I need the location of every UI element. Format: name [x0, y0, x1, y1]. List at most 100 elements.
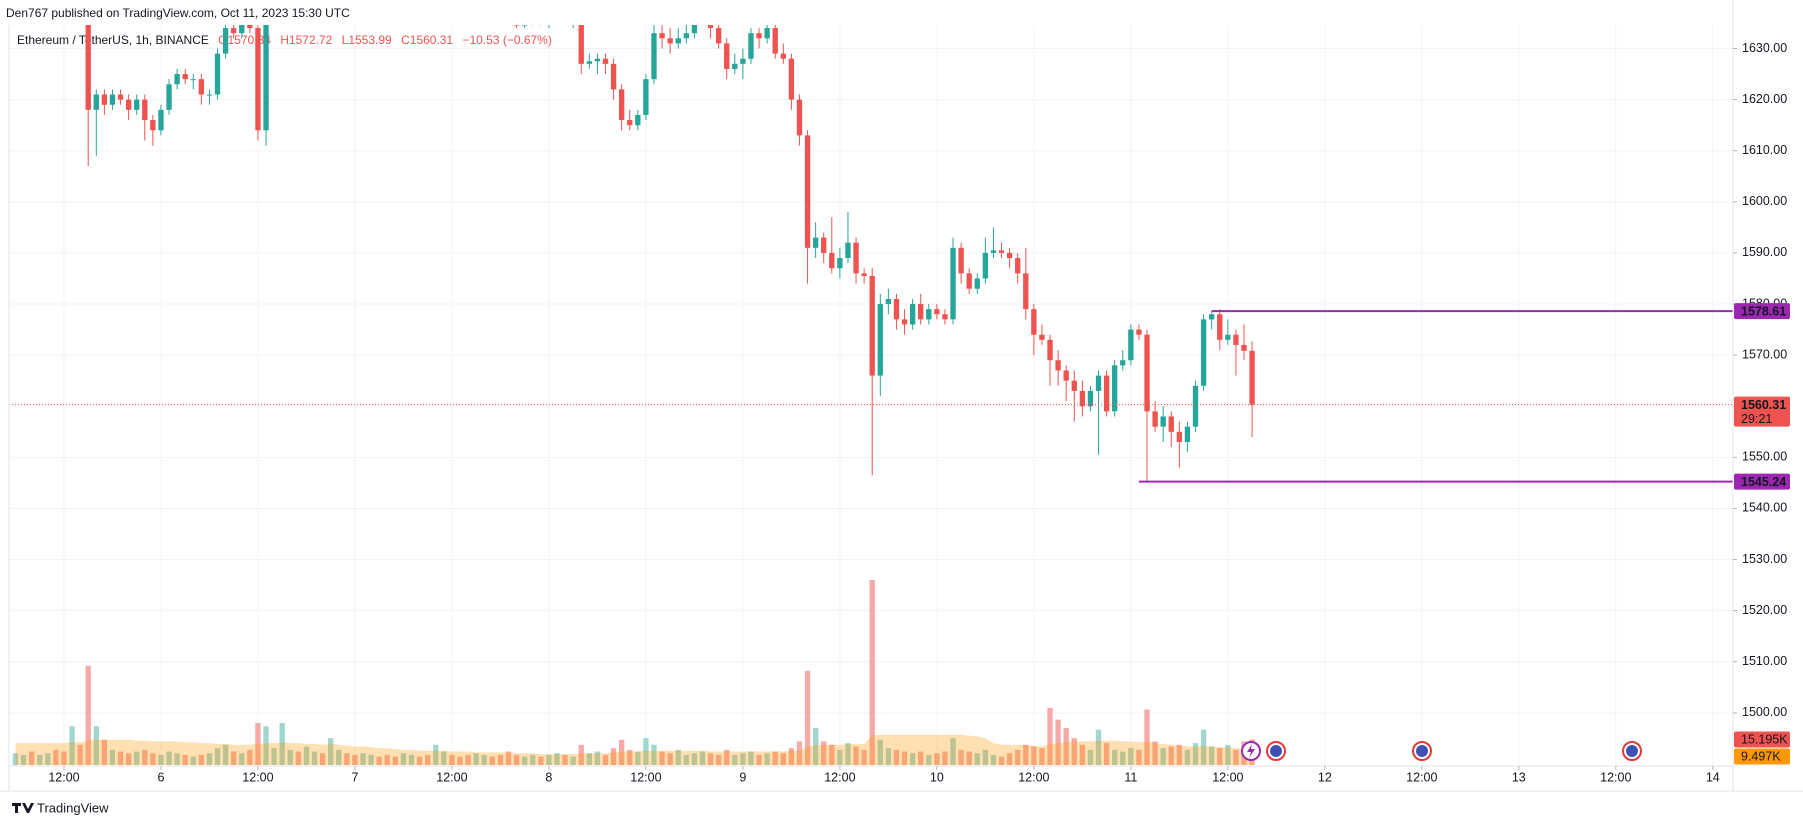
candle-body [1184, 426, 1191, 443]
candle-body [142, 99, 148, 121]
volume-bar [12, 753, 19, 765]
candle-body [1209, 314, 1215, 320]
volume-bar [360, 753, 366, 765]
candle-body [869, 275, 875, 376]
legend-change: −10.53 (−0.67%) [462, 33, 551, 47]
x-tick-label: 12:00 [1600, 770, 1631, 784]
candle-body [724, 43, 730, 69]
event-icons [1241, 741, 1642, 761]
volume-bar [538, 756, 544, 765]
grid [9, 25, 1733, 765]
volume-bar [416, 756, 423, 765]
volume-bar [756, 754, 762, 765]
volume-bar [974, 753, 980, 765]
volume-bar [618, 739, 625, 765]
volume-bar [1023, 744, 1029, 765]
candle-body [780, 53, 786, 59]
level-label: 1545.24 [1741, 475, 1786, 489]
volume-label-box [1734, 731, 1790, 748]
candle-body [788, 58, 795, 100]
volume-bar [182, 754, 188, 765]
volume-bar [465, 754, 471, 765]
volume-bar [117, 751, 124, 765]
volume-bar [602, 754, 609, 765]
volume-bar [675, 749, 681, 765]
x-tick-label: 12:00 [824, 770, 855, 784]
volume-bar [1209, 746, 1215, 765]
volume-bar [134, 751, 140, 765]
volume-ma-label: 9.497K [1741, 750, 1781, 764]
axes: 1500.00 1510.00 1520.00 1530.00 1540.00 1550.… [48, 41, 1790, 784]
candle-body [1168, 416, 1174, 432]
volume-bar [1128, 748, 1134, 765]
candle-body [845, 242, 851, 259]
volume-bar [699, 751, 706, 765]
candle-body [796, 99, 803, 136]
candle-body [1144, 334, 1150, 412]
candle-body [667, 38, 673, 44]
candle-body [635, 114, 641, 126]
candle-body [206, 94, 213, 96]
volume-bar [942, 751, 948, 765]
volume-bar [1192, 743, 1199, 765]
volume-bar [271, 748, 277, 765]
volume-bar [295, 751, 302, 765]
volume-bar [1168, 746, 1174, 765]
volume-bar [837, 749, 843, 765]
candle-body [125, 99, 132, 110]
candle-body [877, 304, 883, 376]
x-tick-label: 12:00 [1212, 770, 1243, 784]
volume-bar [101, 739, 108, 765]
candle-body [748, 33, 754, 59]
volume-bar [1103, 743, 1110, 765]
volume-label: 15.195K [1741, 733, 1788, 747]
candle-body [166, 84, 172, 110]
y-tick-label: 1530.00 [1742, 552, 1787, 566]
volume-bar [69, 726, 75, 765]
candle-body [109, 94, 116, 105]
x-tick-label: 12:00 [242, 770, 273, 784]
candle-body [1055, 360, 1061, 371]
volume-bar [497, 754, 504, 765]
volume-bar [829, 744, 835, 765]
volume-bar [247, 749, 253, 765]
x-tick-label: 13 [1512, 770, 1526, 784]
volume-bar [408, 754, 415, 765]
volume-bar [303, 746, 310, 765]
candle-body [659, 33, 665, 39]
y-tick-label: 1610.00 [1742, 143, 1787, 157]
candle-body [966, 273, 972, 289]
x-tick-label: 8 [545, 770, 552, 784]
y-tick-label: 1510.00 [1742, 654, 1787, 668]
volume-bar [489, 756, 496, 765]
candle-body [756, 33, 762, 39]
candle-body [263, 25, 269, 131]
volume-bar [950, 738, 956, 765]
volume-bar [934, 753, 940, 765]
volume-bar [37, 754, 43, 765]
candle-body [982, 252, 989, 279]
x-tick-label: 12:00 [1406, 770, 1437, 784]
candle-body [602, 58, 609, 64]
candle-body [1200, 319, 1207, 386]
volume-bar [812, 728, 819, 765]
candle-body [821, 237, 827, 253]
volume-bar [651, 744, 657, 765]
volume-ma-area [15, 734, 1253, 765]
volume-bar [788, 748, 795, 765]
candle-body [715, 28, 722, 44]
level-label-box [1734, 303, 1790, 320]
x-tick-label: 6 [157, 770, 164, 784]
volume-bar [546, 754, 552, 765]
candle-body [578, 25, 584, 64]
candle-body [586, 61, 592, 64]
volume-bar [61, 751, 67, 765]
tradingview-logo [12, 803, 34, 813]
volume-bar [222, 744, 229, 765]
volume-bar [368, 754, 374, 765]
volume-bar [239, 753, 245, 765]
price-label: 1560.31 [1741, 398, 1786, 412]
candle-body [134, 99, 140, 110]
volume-bar [1233, 749, 1239, 765]
y-tick-label: 1590.00 [1742, 245, 1787, 259]
